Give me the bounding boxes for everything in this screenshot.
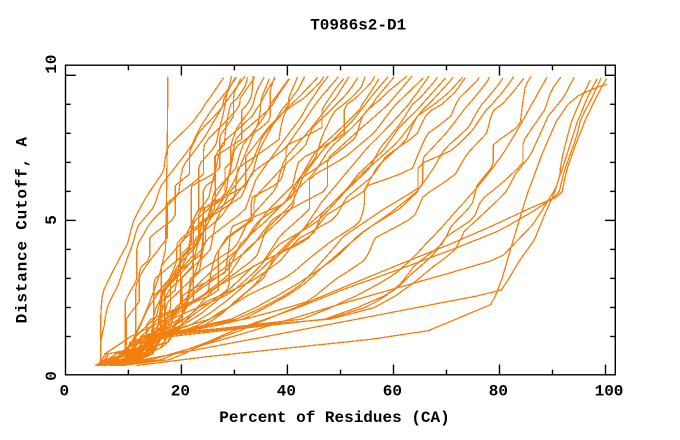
svg-text:100: 100	[595, 382, 624, 400]
svg-text:5: 5	[43, 215, 61, 225]
svg-text:20: 20	[171, 382, 190, 400]
svg-text:40: 40	[277, 382, 296, 400]
svg-text:0: 0	[43, 371, 61, 381]
svg-text:80: 80	[489, 382, 508, 400]
svg-text:Distance Cutoff, A: Distance Cutoff, A	[14, 136, 32, 323]
svg-text:0: 0	[59, 382, 69, 400]
svg-text:T0986s2-D1: T0986s2-D1	[310, 16, 406, 34]
svg-text:10: 10	[43, 54, 61, 73]
svg-text:60: 60	[383, 382, 402, 400]
svg-text:Percent of Residues (CA): Percent of Residues (CA)	[219, 409, 449, 427]
